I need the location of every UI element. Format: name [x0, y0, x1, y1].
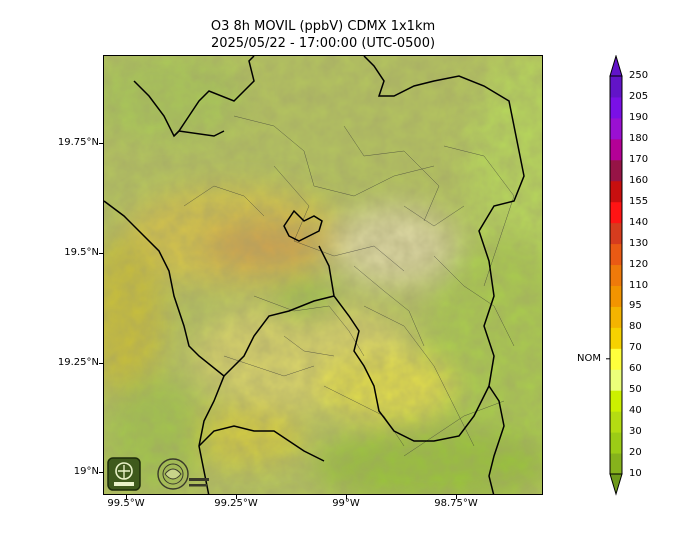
colorbar-band: [610, 348, 622, 370]
colorbar-band: [610, 96, 622, 119]
terrain-relief: [104, 56, 542, 494]
colorbar-band: [610, 180, 622, 203]
colorbar-band: [610, 453, 622, 475]
colorbar-label: 40: [629, 405, 642, 417]
state-boundaries: [104, 56, 525, 494]
y-tick-mark: [99, 253, 103, 254]
colorbar-band: [610, 138, 622, 161]
y-tick-label-19-25: 19.25°N: [57, 357, 99, 368]
colorbar: [606, 55, 623, 496]
colorbar-label: 80: [629, 321, 642, 333]
colorbar-max-arrow: [609, 55, 623, 77]
colorbar-label: 70: [629, 342, 642, 354]
colorbar-label: 50: [629, 384, 642, 396]
y-tick-label-19-5: 19.5°N: [64, 247, 99, 258]
colorbar-band: [610, 411, 622, 433]
colorbar-band: [610, 76, 622, 98]
nom-threshold-label: NOM: [577, 352, 601, 364]
colorbar-min-arrow: [609, 473, 623, 496]
ozone-map: [103, 55, 543, 495]
map-canvas: [104, 56, 542, 494]
colorbar-band: [610, 201, 622, 224]
y-tick-label-19: 19°N: [73, 466, 99, 477]
x-tick-label-98-75: 98.75°W: [434, 498, 478, 509]
map-timestamp: 2025/05/22 - 17:00:00 (UTC-0500): [210, 36, 436, 51]
x-tick-mark: [456, 495, 457, 499]
colorbar-band: [610, 306, 622, 328]
colorbar-label: 180: [629, 132, 649, 144]
colorbar-band: [610, 117, 622, 140]
sedema-logo: [107, 457, 141, 495]
y-tick-mark: [99, 363, 103, 364]
colorbar-label: 205: [629, 90, 649, 102]
colorbar-band: [610, 390, 622, 412]
colorbar-band: [610, 432, 622, 454]
colorbar-label: 250: [629, 70, 649, 81]
y-tick-mark: [99, 143, 103, 144]
y-tick-mark: [99, 472, 103, 473]
colorbar-label: 95: [629, 300, 642, 312]
colorbar-label: 190: [629, 111, 649, 123]
colorbar-band: [610, 264, 622, 286]
colorbar-band: [610, 222, 622, 245]
colorbar-label: 120: [629, 258, 649, 270]
x-tick-label-99: 99°W: [332, 498, 360, 509]
colorbar-label: 130: [629, 237, 649, 249]
colorbar-label: 30: [629, 426, 642, 438]
colorbar-label: 10: [629, 468, 642, 479]
colorbar-label: 20: [629, 447, 642, 459]
colorbar-label: 60: [629, 363, 642, 375]
x-tick-mark: [346, 495, 347, 499]
map-title: O3 8h MOVIL (ppbV) CDMX 1x1km: [210, 19, 436, 34]
colorbar-label: 140: [629, 216, 649, 228]
x-tick-mark: [126, 495, 127, 499]
colorbar-label: 160: [629, 174, 649, 186]
colorbar-outline: [609, 75, 623, 475]
colorbar-band: [610, 327, 622, 349]
colorbar-band: [610, 243, 622, 266]
x-tick-label-99-25: 99.25°W: [214, 498, 258, 509]
y-tick-label-19-75: 19.75°N: [57, 137, 99, 148]
x-tick-mark: [236, 495, 237, 499]
colorbar-label: 170: [629, 153, 649, 165]
colorbar-band: [610, 159, 622, 182]
colorbar-band: [610, 369, 622, 391]
colorbar-label: 155: [629, 195, 649, 207]
municipal-boundaries: [183, 115, 515, 457]
colorbar-label: 110: [629, 279, 649, 291]
calidad-del-aire-logo: [155, 456, 211, 496]
x-tick-label-99-5: 99.5°W: [107, 498, 145, 509]
colorbar-band: [610, 285, 622, 307]
